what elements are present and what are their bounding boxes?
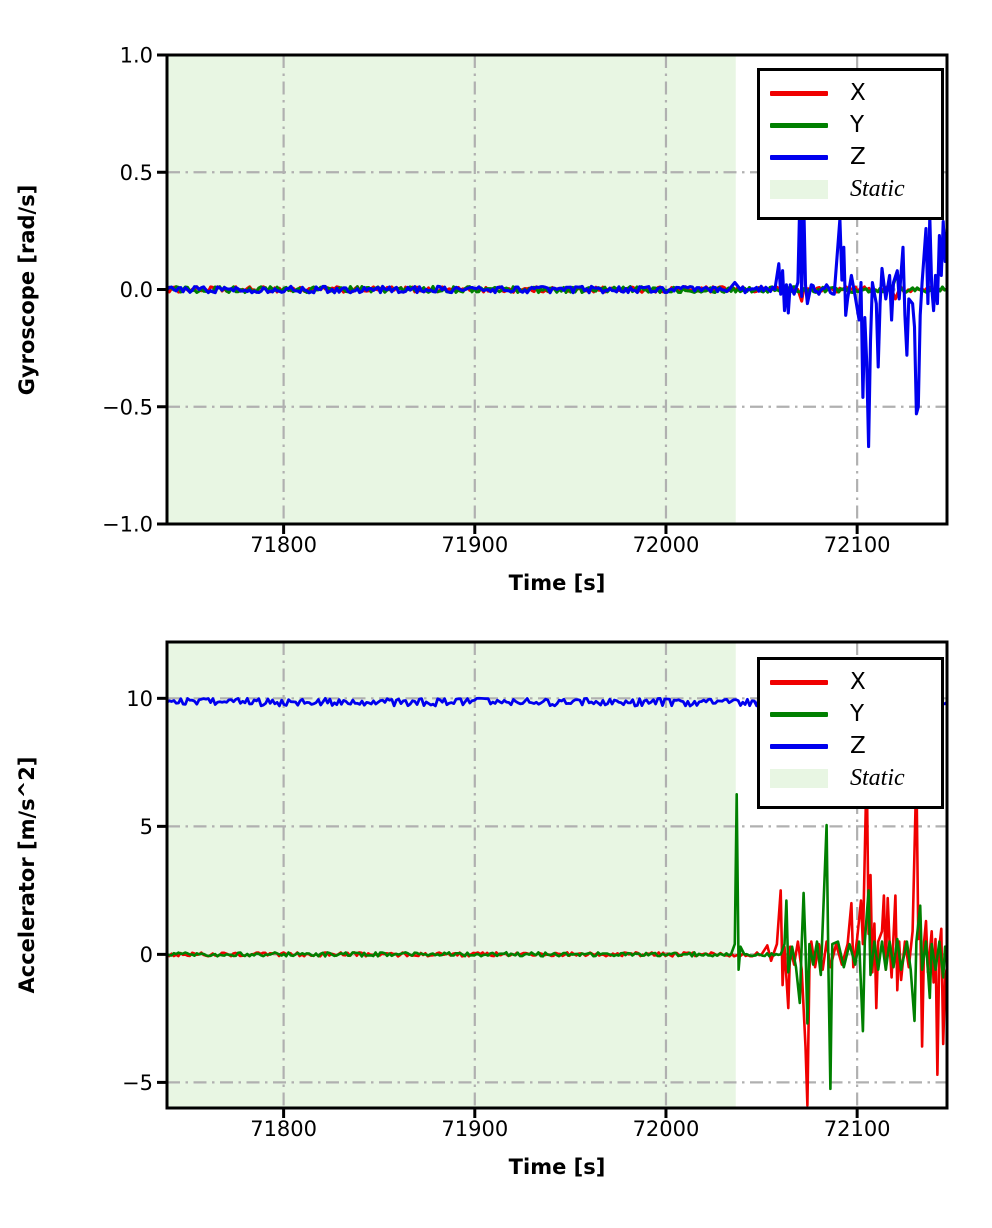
series-group: [167, 194, 947, 449]
gyroscope-x-axis-label: Time [s]: [509, 571, 606, 595]
legend-row-y: Y: [770, 109, 941, 141]
y-tick-label: 10: [126, 687, 153, 711]
legend-row-y: Y: [770, 698, 941, 730]
x-tick-label: 72100: [824, 533, 891, 557]
x-tick-label: 72000: [633, 1117, 700, 1141]
series-y-line: [167, 793, 947, 1091]
legend-label-x: X: [850, 668, 866, 695]
x-tick-label: 71800: [250, 533, 317, 557]
accelerator-y-axis-label: Accelerator [m/s^2]: [15, 757, 39, 994]
legend-row-x: X: [770, 77, 941, 109]
accelerator-chart: 71800 71900 72000 72100 10 5 0 −5 Time [s] Acce…: [0, 614, 992, 1228]
legend-label-x: X: [850, 79, 866, 106]
x-series-line-swatch: [770, 90, 828, 96]
gyroscope-plot-svg: 71800 71900 72000 72100 1.0 0.5 0.0 −0.5 −1.0 Ti…: [15, 44, 949, 595]
y-tick-label: −0.5: [102, 395, 153, 419]
static-region: [167, 642, 736, 1108]
y-tick-label: 0: [140, 943, 153, 967]
x-tick-label: 71900: [441, 533, 508, 557]
y-tick-label: 1.0: [120, 44, 153, 68]
gyroscope-chart: 71800 71900 72000 72100 1.0 0.5 0.0 −0.5 −1.0 Ti…: [15, 44, 949, 595]
legend-row-z: Z: [770, 730, 941, 762]
x-series-line-swatch: [770, 679, 828, 685]
y-tick-label: 0.5: [120, 161, 153, 185]
series-z-line: [167, 194, 947, 449]
gyroscope-y-axis-label: Gyroscope [rad/s]: [15, 185, 39, 396]
gyroscope-legend: X Y Z Static: [757, 68, 944, 220]
legend-label-z: Z: [850, 143, 866, 170]
static-region-patch-swatch: [770, 768, 828, 788]
accelerator-plot-svg: 71800 71900 72000 72100 10 5 0 −5 Time [s] Acce…: [15, 640, 949, 1179]
legend-label-y: Y: [850, 111, 865, 138]
tick-marks: [157, 53, 859, 534]
y-tick-label: 0.0: [120, 278, 153, 302]
axes-spine: [165, 53, 949, 526]
legend-row-x: X: [770, 666, 941, 698]
x-tick-label: 72100: [824, 1117, 891, 1141]
x-tick-label: 71900: [441, 1117, 508, 1141]
y-tick-label: 5: [140, 815, 153, 839]
y-series-line-swatch: [770, 122, 828, 128]
legend-label-static: Static: [850, 765, 905, 791]
legend-row-static: Static: [770, 762, 941, 794]
legend-row-z: Z: [770, 141, 941, 173]
axes-spine: [165, 640, 949, 1110]
static-region-patch-swatch: [770, 179, 828, 199]
z-series-line-swatch: [770, 743, 828, 749]
x-tick-label: 71800: [250, 1117, 317, 1141]
legend-label-z: Z: [850, 732, 866, 759]
tick-marks: [157, 696, 859, 1118]
y-tick-label: −1.0: [102, 513, 153, 537]
legend-row-static: Static: [770, 173, 941, 205]
z-series-line-swatch: [770, 154, 828, 160]
y-tick-label: −5: [122, 1071, 153, 1095]
legend-label-y: Y: [850, 700, 865, 727]
x-tick-label: 72000: [633, 533, 700, 557]
accelerator-x-axis-label: Time [s]: [509, 1155, 606, 1179]
accelerator-legend: X Y Z Static: [757, 657, 944, 809]
y-series-line-swatch: [770, 711, 828, 717]
legend-label-static: Static: [850, 176, 905, 202]
